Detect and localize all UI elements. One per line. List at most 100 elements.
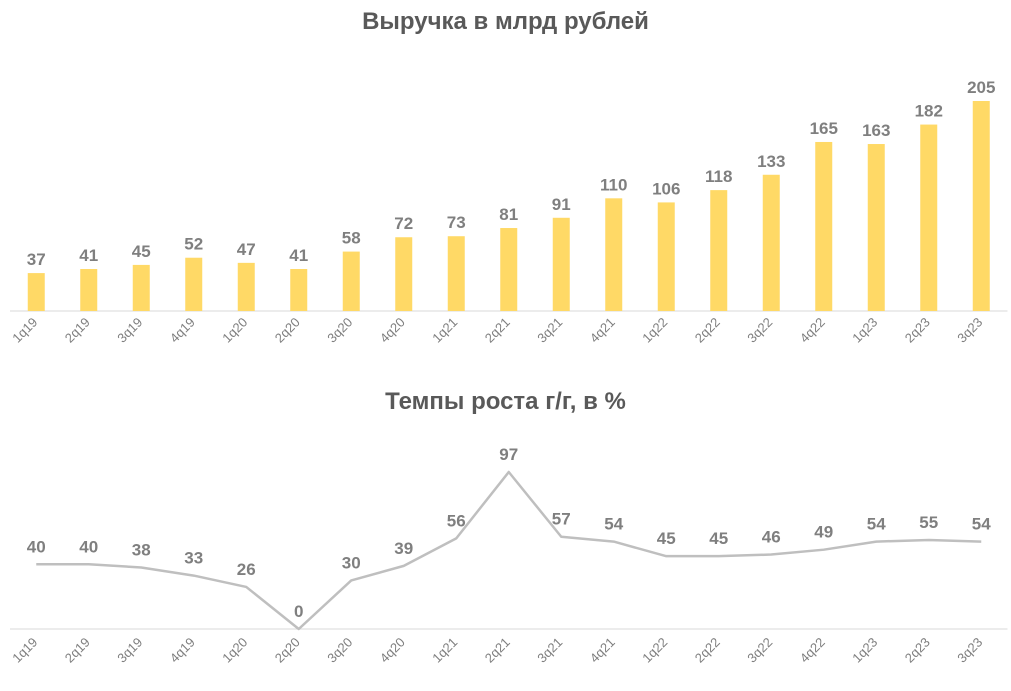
revenue-tick-label-1q20: 1q20	[219, 315, 250, 346]
revenue-bar-1q19	[27, 273, 45, 311]
growth-value-label-4q22: 49	[814, 523, 833, 542]
revenue-tick-label-1q22: 1q22	[639, 315, 670, 346]
growth-tick-label-4q19: 4q19	[167, 635, 198, 666]
revenue-value-label-2q20: 41	[289, 246, 308, 265]
growth-value-label-1q20: 26	[237, 560, 256, 579]
growth-tick-label-4q22: 4q22	[797, 635, 828, 666]
growth-value-label-3q20: 30	[342, 553, 361, 572]
growth-value-label-4q21: 54	[604, 515, 623, 534]
revenue-chart-title: Выручка в млрд рублей	[362, 8, 649, 35]
growth-tick-label-1q22: 1q22	[639, 635, 670, 666]
revenue-value-label-2q22: 118	[705, 167, 732, 186]
growth-tick-label-1q19: 1q19	[9, 635, 40, 666]
revenue-bar-2q20	[290, 269, 308, 311]
revenue-bar-4q22	[815, 141, 833, 311]
revenue-value-label-3q22: 133	[757, 152, 785, 171]
growth-value-label-2q21: 97	[499, 445, 518, 464]
growth-tick-label-2q23: 2q23	[902, 635, 933, 666]
growth-tick-label-2q22: 2q22	[692, 635, 723, 666]
growth-tick-label-1q23: 1q23	[849, 635, 880, 666]
growth-tick-label-1q21: 1q21	[429, 635, 460, 666]
revenue-value-label-1q20: 47	[237, 240, 256, 259]
growth-value-label-4q20: 39	[394, 539, 413, 558]
revenue-tick-label-2q21: 2q21	[482, 315, 513, 346]
revenue-tick-label-2q23: 2q23	[902, 315, 933, 346]
growth-tick-label-3q22: 3q22	[744, 635, 775, 666]
revenue-bar-1q23	[867, 144, 885, 311]
revenue-bar-3q21	[552, 217, 570, 311]
revenue-tick-label-3q22: 3q22	[744, 315, 775, 346]
growth-tick-label-4q21: 4q21	[587, 635, 618, 666]
revenue-tick-label-4q19: 4q19	[167, 315, 198, 346]
growth-value-label-4q19: 33	[184, 549, 203, 568]
growth-tick-label-3q21: 3q21	[534, 635, 565, 666]
revenue-bar-4q19	[185, 257, 203, 311]
revenue-value-label-3q19: 45	[132, 242, 151, 261]
revenue-tick-label-3q21: 3q21	[534, 315, 565, 346]
revenue-tick-label-2q20: 2q20	[272, 315, 303, 346]
growth-tick-label-2q20: 2q20	[272, 635, 303, 666]
revenue-bar-3q23	[972, 101, 990, 311]
revenue-value-label-3q21: 91	[552, 195, 571, 214]
growth-tick-label-3q19: 3q19	[114, 635, 145, 666]
revenue-tick-label-2q22: 2q22	[692, 315, 723, 346]
growth-tick-label-1q20: 1q20	[219, 635, 250, 666]
revenue-value-label-3q23: 205	[967, 78, 995, 97]
growth-value-label-1q23: 54	[867, 515, 886, 534]
growth-value-label-1q19: 40	[27, 537, 46, 556]
growth-value-label-2q19: 40	[79, 537, 98, 556]
revenue-value-label-1q19: 37	[27, 250, 46, 269]
revenue-value-label-1q23: 163	[862, 121, 890, 140]
revenue-value-label-1q22: 106	[652, 179, 680, 198]
growth-value-label-2q22: 45	[709, 529, 728, 548]
growth-tick-label-3q20: 3q20	[324, 635, 355, 666]
growth-value-label-2q23: 55	[919, 513, 938, 532]
revenue-tick-label-3q19: 3q19	[114, 315, 145, 346]
revenue-tick-label-4q22: 4q22	[797, 315, 828, 346]
revenue-bar-1q21	[447, 236, 465, 311]
growth-tick-label-2q21: 2q21	[482, 635, 513, 666]
revenue-bar-3q20	[342, 251, 360, 311]
growth-value-label-3q23: 54	[972, 515, 991, 534]
revenue-bar-2q19	[80, 269, 98, 311]
growth-value-label-2q20: 0	[294, 602, 303, 621]
revenue-bar-4q21	[605, 198, 623, 311]
revenue-tick-label-4q20: 4q20	[377, 315, 408, 346]
revenue-value-label-2q21: 81	[499, 205, 518, 224]
revenue-bar-3q22	[762, 174, 780, 311]
growth-value-label-3q21: 57	[552, 510, 571, 529]
revenue-bar-1q22	[657, 202, 675, 311]
revenue-tick-label-3q23: 3q23	[954, 315, 985, 346]
revenue-bar-2q21	[500, 228, 518, 311]
revenue-bar-1q20	[237, 262, 255, 311]
revenue-tick-label-1q21: 1q21	[429, 315, 460, 346]
revenue-value-label-4q20: 72	[394, 214, 413, 233]
revenue-value-label-2q23: 182	[915, 102, 943, 121]
revenue-bar-3q19	[132, 264, 150, 311]
growth-tick-label-2q19: 2q19	[62, 635, 93, 666]
growth-series-line	[36, 470, 982, 631]
growth-value-label-3q22: 46	[762, 528, 781, 547]
revenue-bar-2q22	[710, 190, 728, 311]
growth-chart-title: Темпы роста г/г, в %	[385, 388, 626, 415]
revenue-bar-4q20	[395, 237, 413, 311]
revenue-tick-label-4q21: 4q21	[587, 315, 618, 346]
growth-tick-label-3q23: 3q23	[954, 635, 985, 666]
growth-value-label-1q21: 56	[447, 511, 466, 530]
revenue-bar-2q23	[920, 124, 938, 311]
growth-tick-label-4q20: 4q20	[377, 635, 408, 666]
revenue-value-label-2q19: 41	[79, 246, 98, 265]
growth-value-label-1q22: 45	[657, 529, 676, 548]
revenue-value-label-4q22: 165	[810, 119, 838, 138]
revenue-tick-label-3q20: 3q20	[324, 315, 355, 346]
revenue-tick-label-1q23: 1q23	[849, 315, 880, 346]
revenue-tick-label-1q19: 1q19	[9, 315, 40, 346]
revenue-value-label-3q20: 58	[342, 229, 361, 248]
revenue-value-label-1q21: 73	[447, 213, 466, 232]
revenue-tick-label-2q19: 2q19	[62, 315, 93, 346]
revenue-value-label-4q19: 52	[184, 235, 203, 254]
growth-value-label-3q19: 38	[132, 540, 151, 559]
revenue-value-label-4q21: 110	[600, 175, 627, 194]
